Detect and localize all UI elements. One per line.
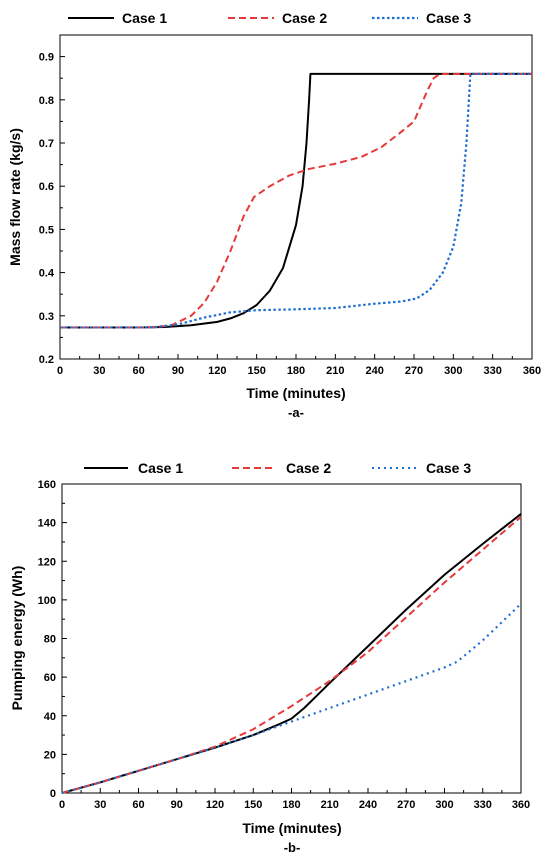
legend: Case 1 Case 2 Case 3 (84, 460, 471, 476)
series-group (61, 513, 522, 795)
x-tick-label: 240 (359, 799, 377, 811)
y-tick-label: 20 (44, 749, 56, 761)
x-tick-label: 120 (208, 365, 226, 377)
x-tick-label: 270 (405, 365, 423, 377)
series-line-case-2 (60, 72, 532, 329)
panel-caption: -b- (284, 840, 301, 855)
panel-a: Case 1 Case 2 Case 3 0 30 60 90 120 150 180 210… (7, 10, 541, 420)
series-group (60, 72, 532, 329)
y-tick-label: 0.7 (39, 138, 54, 150)
x-tick-label: 360 (512, 799, 530, 811)
y-tick-label: 100 (38, 595, 56, 607)
series-line-case-3 (60, 72, 532, 329)
panel-caption: -a- (288, 405, 304, 420)
legend-label-case-1: Case 1 (122, 10, 167, 26)
y-axis-label: Pumping energy (Wh) (9, 566, 25, 711)
x-tick-label: 180 (287, 365, 305, 377)
y-tick-label: 160 (38, 479, 56, 491)
x-axis-label: Time (minutes) (246, 385, 345, 401)
legend: Case 1 Case 2 Case 3 (68, 10, 471, 26)
x-tick-label: 360 (523, 365, 541, 377)
y-tick-label: 0.9 (39, 52, 54, 64)
y-tick-label: 140 (38, 518, 56, 530)
legend-label-case-3: Case 3 (426, 10, 471, 26)
x-tick-label: 90 (171, 799, 183, 811)
y-tick-label: 0.5 (39, 224, 54, 236)
series-line-case-1 (60, 72, 532, 329)
x-tick-label: 150 (244, 799, 262, 811)
panel-b: Case 1 Case 2 Case 3 0 30 60 90 120 150 180 210… (9, 460, 530, 855)
plot-area-frame (59, 34, 533, 360)
x-tick-label: 330 (483, 365, 501, 377)
y-tick-label: 0 (50, 788, 56, 800)
x-tick-label: 90 (172, 365, 184, 377)
legend-label-case-2: Case 2 (282, 10, 327, 26)
x-tick-label: 120 (206, 799, 224, 811)
y-tick-label: 40 (44, 711, 56, 723)
x-tick-label: 330 (474, 799, 492, 811)
x-tick-label: 30 (93, 365, 105, 377)
x-tick-label: 0 (59, 799, 65, 811)
y-tick-label: 80 (44, 634, 56, 646)
series-line-case-1 (61, 513, 522, 794)
x-tick-label: 60 (133, 365, 145, 377)
x-tick-label: 300 (444, 365, 462, 377)
series-line-case-2 (61, 516, 522, 794)
axis-ticks: 0 30 60 90 120 150 180 210 240 270 300 330 360 0 20 40 6… (38, 479, 531, 811)
y-tick-label: 0.8 (39, 95, 54, 107)
x-tick-label: 210 (321, 799, 339, 811)
x-axis-label: Time (minutes) (242, 820, 341, 836)
y-tick-label: 0.2 (39, 354, 54, 366)
y-axis-label: Mass flow rate (kg/s) (7, 128, 23, 266)
legend-label-case-2: Case 2 (286, 460, 331, 476)
x-tick-label: 150 (247, 365, 265, 377)
plot-area-frame (61, 483, 522, 794)
x-tick-label: 240 (365, 365, 383, 377)
x-tick-label: 0 (57, 365, 63, 377)
axis-ticks: 0 30 60 90 120 150 180 210 240 270 300 330 360 0.2 0.3… (39, 52, 541, 377)
y-tick-label: 0.3 (39, 311, 54, 323)
x-tick-label: 270 (397, 799, 415, 811)
y-tick-label: 60 (44, 672, 56, 684)
x-tick-label: 60 (132, 799, 144, 811)
y-tick-label: 120 (38, 556, 56, 568)
legend-label-case-3: Case 3 (426, 460, 471, 476)
series-line-case-3 (61, 602, 522, 795)
y-tick-label: 0.6 (39, 181, 54, 193)
x-tick-label: 180 (282, 799, 300, 811)
x-tick-label: 210 (326, 365, 344, 377)
legend-label-case-1: Case 1 (138, 460, 183, 476)
y-tick-label: 0.4 (39, 268, 55, 280)
x-tick-label: 30 (94, 799, 106, 811)
x-tick-label: 300 (435, 799, 453, 811)
